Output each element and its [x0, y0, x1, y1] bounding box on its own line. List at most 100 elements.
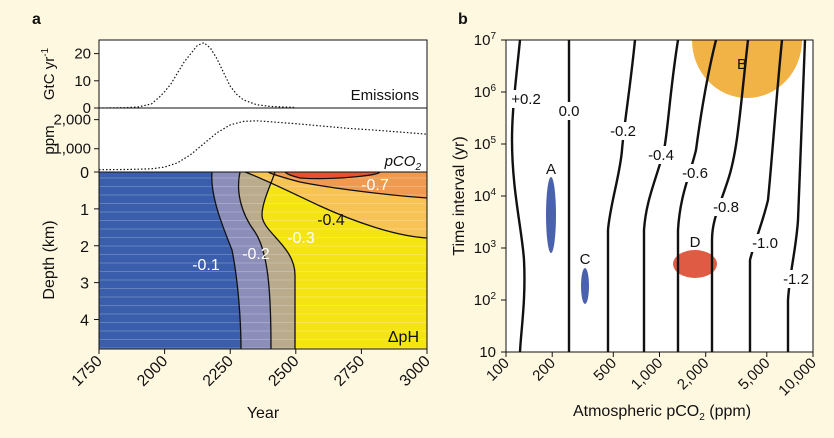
b-xtick-label: 10,000 [775, 355, 819, 399]
b-xlabel: Atmospheric pCO2 (ppm) [573, 403, 751, 423]
ph-xtick-label: 2250 [200, 353, 237, 390]
ph-contour-minus-0-1 [211, 172, 242, 349]
b-label-bg-minus-1-2 [780, 270, 812, 288]
b-xtick-label: 5,000 [735, 355, 774, 394]
b-label-bg-minus-0-2 [604, 122, 642, 140]
b-xtick-label: 200 [529, 355, 559, 385]
ph-ytick-label: 3 [80, 276, 89, 293]
b-contour-label-minus-0-4: -0.4 [648, 147, 674, 164]
ph-xlabel: Year [247, 405, 280, 422]
ph-band-blue [99, 172, 241, 349]
pco2-label-sub: 2 [414, 162, 421, 173]
ph-label: ΔpH [388, 329, 419, 346]
ph-contour-label-minus-0-2: -0.2 [242, 246, 270, 263]
b-label-bg-minus-0-4 [642, 146, 680, 164]
pco2-ylabel: ppm [41, 125, 58, 154]
emissions-ylabel-sup: -1 [40, 47, 51, 56]
b-label-bg-minus-0-8 [707, 198, 745, 216]
b-ytick-exponent: 4 [490, 187, 496, 198]
b-ytick-exponent: 3 [490, 239, 496, 250]
b-contour-label-0-0: 0.0 [559, 103, 580, 120]
event-a-ellipse [546, 177, 556, 253]
b-ytick-base: 10 [474, 188, 491, 205]
b-ytick-base: 10 [474, 292, 491, 309]
b-ytick-label: 105 [474, 135, 497, 153]
b-contour-label-minus-1-2: -1.2 [783, 271, 809, 288]
b-contour-label-minus-0-2: -0.2 [610, 123, 636, 140]
ph-xtick-label: 2750 [331, 353, 368, 390]
ph-contour-minus-0-4 [244, 172, 427, 239]
b-contour-label-minus-0-8: -0.8 [713, 199, 739, 216]
emissions-ylabel-text: GtC yr [41, 57, 58, 100]
event-d-label: D [690, 234, 701, 251]
b-label-bg-0-0 [554, 102, 584, 120]
ph-ytick-label: 0 [80, 165, 89, 182]
b-ytick-exponent: 5 [490, 135, 496, 146]
b-ytick-label: 107 [474, 31, 497, 49]
b-label-bg-minus-0-6 [676, 164, 714, 182]
b-label-bg-minus-1-0 [746, 234, 784, 252]
ph-contour-label-minus-0-4: -0.4 [317, 212, 345, 229]
panel-b: +0.2 0.0 -0.2 -0.4 -0.6 -0.8 -1.0 -1.2 A… [451, 31, 820, 423]
ph-band-red [285, 172, 380, 179]
event-c-label: C [580, 251, 591, 268]
ph-contour-label-minus-0-1: -0.1 [192, 257, 220, 274]
b-ytick-base: 10 [474, 240, 491, 257]
b-ytick-base: 10 [474, 84, 491, 101]
pco2-plot-area [98, 107, 428, 173]
ph-ytick-label: 4 [80, 313, 89, 330]
pco2-series-line [98, 120, 428, 171]
b-ytick-exponent: 7 [490, 31, 496, 42]
ph-contour-minus-0-7 [284, 172, 381, 180]
ph-panel: -0.7 -0.4 -0.3 -0.2 -0.1 ΔpH 0 1 2 3 4 1750 20… [41, 165, 434, 422]
ph-ylabel: Depth (km) [41, 220, 58, 299]
ph-xtick-label: 2500 [265, 353, 302, 390]
emissions-series-line [99, 42, 296, 108]
b-xtick-label: 500 [590, 355, 620, 385]
b-contour-label-plus-0-2: +0.2 [511, 91, 541, 108]
b-ytick-base: 10 [479, 344, 496, 361]
event-a-label: A [546, 161, 556, 178]
pco2-ytick-label: 2,000 [53, 112, 91, 129]
ph-xtick-label: 2000 [134, 353, 171, 390]
ph-contour-minus-0-6 [267, 172, 427, 199]
b-contour-minus-0-6 [676, 40, 718, 352]
b-contour-label-minus-1-0: -1.0 [752, 235, 778, 252]
b-xlabel-text: Atmospheric pCO [573, 403, 699, 420]
b-label-bg-plus-0-2 [508, 90, 544, 108]
pco2-panel: 1,000 2,000 pCO2 ppm [41, 107, 428, 173]
b-ylabel: Time interval (yr) [451, 136, 468, 255]
emissions-panel: 0 10 20 Emissions GtC yr-1 [40, 39, 428, 117]
event-c-ellipse [581, 268, 589, 304]
emissions-ytick-label: 0 [83, 100, 91, 117]
b-ytick-label: 106 [474, 83, 497, 101]
b-ytick-exponent: 2 [490, 291, 496, 302]
b-ytick-base: 10 [474, 32, 491, 49]
pco2-label: pCO2 [384, 153, 422, 173]
pco2-ytick-label: 1,000 [53, 141, 91, 158]
b-ytick-label: 104 [474, 187, 497, 205]
b-xlabel-sub: 2 [699, 412, 705, 423]
ph-xtick-label: 3000 [397, 353, 434, 390]
ph-contour-minus-0-3 [261, 172, 296, 349]
emissions-plot-area [98, 39, 428, 109]
b-ytick-label: 102 [474, 291, 497, 309]
event-b-label: B [737, 56, 747, 73]
event-d-ellipse [673, 250, 717, 278]
ph-contour-label-minus-0-3: -0.3 [287, 230, 315, 247]
b-ytick-label: 10 [479, 344, 496, 361]
emissions-ylabel: GtC yr-1 [40, 47, 58, 100]
b-contour-label-minus-0-6: -0.6 [682, 165, 708, 182]
pco2-label-text: pCO [384, 153, 416, 170]
b-contour-minus-0-2 [606, 40, 637, 352]
emissions-ytick-label: 10 [74, 73, 91, 90]
b-ytick-base: 10 [474, 136, 491, 153]
b-xtick-label: 1,000 [628, 355, 667, 394]
b-ytick-exponent: 6 [490, 83, 496, 94]
ph-xtick-label: 1750 [69, 353, 106, 390]
emissions-label: Emissions [351, 87, 419, 104]
ph-ytick-label: 2 [80, 239, 89, 256]
ph-contour-label-minus-0-7: -0.7 [361, 177, 389, 194]
ph-plot-area [98, 171, 428, 350]
